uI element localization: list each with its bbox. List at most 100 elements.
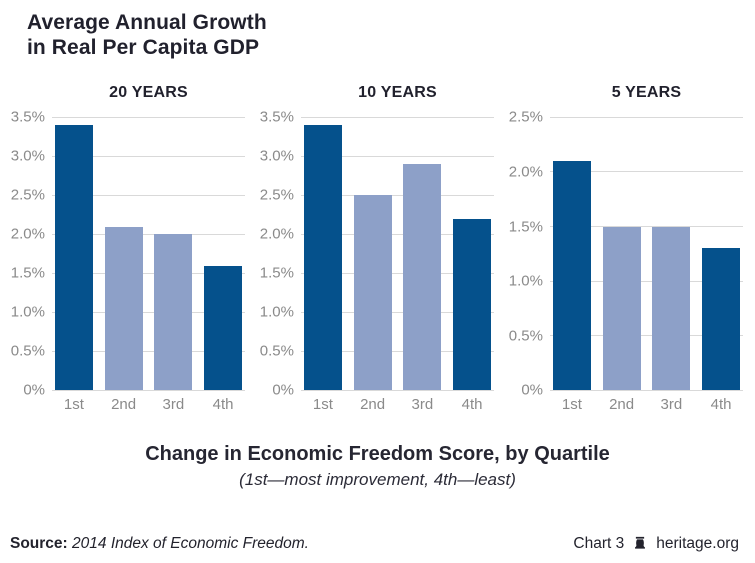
gridline — [52, 311, 245, 313]
bar-1st-quartile — [55, 125, 93, 391]
gridline — [550, 171, 743, 173]
gridline — [550, 116, 743, 118]
chart-panel-5-years: 5 YEARS 2.5% 2.0% 1.5% 1.0% 0.5% 0% 1st 2nd 3rd 4t… — [504, 84, 743, 413]
gridline — [301, 155, 494, 157]
gridline — [550, 335, 743, 337]
y-tick-label: 2.5% — [508, 108, 543, 126]
y-tick-label: 1.0% — [10, 303, 45, 321]
y-tick-label: 2.0% — [508, 163, 543, 181]
footer-brand: Chart 3 heritage.org — [573, 534, 739, 553]
y-tick-label: 2.0% — [10, 225, 45, 243]
x-axis-labels: 1st 2nd 3rd 4th — [301, 396, 494, 413]
y-tick-label: 2.5% — [10, 186, 45, 204]
x-tick-label: 1st — [312, 396, 333, 414]
x-axis-labels: 1st 2nd 3rd 4th — [550, 396, 743, 413]
gridline — [301, 272, 494, 274]
y-axis: 2.5% 2.0% 1.5% 1.0% 0.5% 0% — [504, 109, 550, 399]
x-tick-label: 3rd — [660, 396, 683, 414]
x-tick-label: 2nd — [360, 396, 386, 414]
y-tick-label: 3.0% — [259, 147, 294, 165]
x-tick-label: 2nd — [111, 396, 137, 414]
page-title-line1: Average Annual Growth — [27, 11, 267, 34]
gridline — [301, 350, 494, 352]
chart-panel-title: 10 YEARS — [358, 84, 437, 102]
liberty-bell-icon — [635, 536, 646, 549]
plot-area: 2.5% 2.0% 1.5% 1.0% 0.5% 0% — [504, 109, 743, 399]
bar-4th-quartile — [204, 265, 242, 391]
y-tick-label: 0.5% — [508, 327, 543, 345]
bar-2nd-quartile — [602, 226, 641, 391]
x-axis-caption: Change in Economic Freedom Score, by Qua… — [0, 443, 755, 490]
gridline — [301, 389, 494, 391]
y-tick-label: 1.0% — [508, 272, 543, 290]
source-label: Source: — [10, 534, 68, 552]
y-tick-label: 0.5% — [10, 342, 45, 360]
caption-title: Change in Economic Freedom Score, by Qua… — [145, 443, 610, 466]
x-tick-label: 1st — [561, 396, 582, 414]
bar-4th-quartile — [702, 248, 740, 391]
bar-1st-quartile — [304, 125, 342, 391]
x-tick-label: 4th — [461, 396, 483, 414]
gridline — [301, 311, 494, 313]
gridline — [52, 155, 245, 157]
x-tick-label: 3rd — [411, 396, 434, 414]
y-axis: 3.5% 3.0% 2.5% 2.0% 1.5% 1.0% 0.5% 0% — [255, 109, 301, 399]
gridline — [52, 350, 245, 352]
chart-number: Chart 3 — [573, 534, 625, 552]
y-tick-label: 0% — [23, 381, 45, 399]
y-tick-label: 3.5% — [10, 108, 45, 126]
y-axis: 3.5% 3.0% 2.5% 2.0% 1.5% 1.0% 0.5% 0% — [6, 109, 52, 399]
y-tick-label: 2.0% — [259, 225, 294, 243]
y-tick-label: 0.5% — [259, 342, 294, 360]
charts-row: 20 YEARS 3.5% 3.0% 2.5% 2.0% 1.5% 1.0% 0.5% 0% 1s… — [0, 84, 755, 413]
y-tick-label: 0% — [521, 381, 543, 399]
bar-2nd-quartile — [353, 195, 392, 391]
y-tick-label: 1.0% — [259, 303, 294, 321]
plot-area: 3.5% 3.0% 2.5% 2.0% 1.5% 1.0% 0.5% 0% — [255, 109, 494, 399]
x-tick-label: 2nd — [609, 396, 635, 414]
source-note: Source: 2014 Index of Economic Freedom. — [10, 535, 309, 553]
bar-2nd-quartile — [104, 226, 143, 391]
y-tick-label: 2.5% — [259, 186, 294, 204]
gridline — [52, 389, 245, 391]
page-title-line2: in Real Per Capita GDP — [27, 36, 260, 60]
bar-3rd-quartile — [154, 234, 193, 391]
y-tick-label: 1.5% — [259, 264, 294, 282]
site-url: heritage.org — [656, 534, 739, 552]
gridline — [301, 194, 494, 196]
y-tick-label: 0% — [272, 381, 294, 399]
chart-panel-10-years: 10 YEARS 3.5% 3.0% 2.5% 2.0% 1.5% 1.0% 0.5% 0% 1s… — [255, 84, 494, 413]
x-axis-labels: 1st 2nd 3rd 4th — [52, 396, 245, 413]
plot — [52, 116, 245, 391]
y-tick-label: 1.5% — [10, 264, 45, 282]
y-tick-label: 1.5% — [508, 218, 543, 236]
gridline — [550, 389, 743, 391]
x-tick-label: 4th — [212, 396, 234, 414]
gridline — [52, 116, 245, 118]
bar-3rd-quartile — [403, 164, 442, 391]
x-tick-label: 3rd — [162, 396, 185, 414]
gridline — [301, 116, 494, 118]
x-tick-label: 1st — [63, 396, 84, 414]
y-tick-label: 3.5% — [259, 108, 294, 126]
source-text: 2014 Index of Economic Freedom. — [72, 534, 309, 552]
chart-panel-title: 5 YEARS — [611, 84, 682, 102]
caption-subtitle: (1st—most improvement, 4th—least) — [239, 470, 516, 490]
bar-1st-quartile — [553, 161, 591, 391]
gridline — [52, 194, 245, 196]
x-tick-label: 4th — [710, 396, 732, 414]
bar-3rd-quartile — [652, 226, 691, 391]
chart-panel-title: 20 YEARS — [109, 84, 188, 102]
y-tick-label: 3.0% — [10, 147, 45, 165]
gridline — [52, 233, 245, 235]
page-title: Average Annual Growth in Real Per Capita… — [0, 0, 755, 60]
footer: Source: 2014 Index of Economic Freedom. … — [0, 534, 755, 553]
gridline — [550, 226, 743, 228]
bar-4th-quartile — [453, 218, 491, 391]
gridline — [52, 272, 245, 274]
plot — [301, 116, 494, 391]
plot — [550, 116, 743, 391]
gridline — [550, 280, 743, 282]
plot-area: 3.5% 3.0% 2.5% 2.0% 1.5% 1.0% 0.5% 0% — [6, 109, 245, 399]
